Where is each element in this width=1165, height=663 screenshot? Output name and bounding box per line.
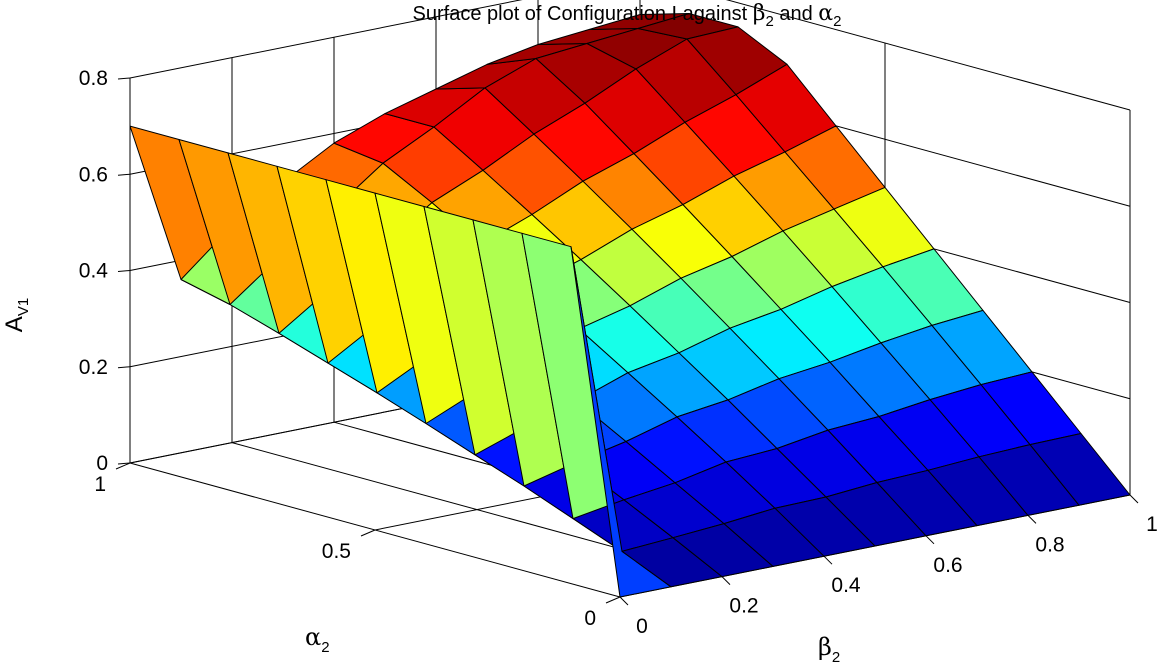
z-axis-label: AV1 <box>1 298 32 332</box>
y-tick-label: 0.5 <box>322 540 351 563</box>
grid-line <box>725 0 1131 111</box>
y-tick-mark <box>605 596 621 604</box>
y-tick-label: 0 <box>584 607 596 630</box>
x-axis-label: β2 <box>818 633 840 663</box>
z-tick-mark <box>117 462 131 465</box>
x-tick-mark <box>619 596 629 606</box>
x-tick-mark <box>721 576 731 585</box>
y-tick-label: 1 <box>94 473 106 496</box>
z-tick-labels: 0 0.2 0.4 0.6 0.8 <box>79 67 109 475</box>
z-tick-label: 0.2 <box>79 356 108 379</box>
z-tick-label: 0 <box>96 452 108 475</box>
z-tick-label: 0.6 <box>79 163 108 186</box>
z-tick-mark <box>117 77 131 80</box>
x-tick-label: 0 <box>636 615 648 638</box>
x-tick-mark <box>1027 515 1037 524</box>
y-axis-label: α2 <box>305 623 330 656</box>
x-tick-mark <box>925 535 935 545</box>
x-tick-labels: 0 0.2 0.4 0.6 0.8 1 <box>636 513 1158 638</box>
chart-title: Surface plot of Configuration I against … <box>413 1 842 30</box>
grid-line <box>129 0 523 79</box>
y-tick-labels: 00.51 <box>94 473 596 630</box>
y-tick-mark <box>115 462 131 470</box>
surface <box>129 13 1131 598</box>
x-tick-label: 0.8 <box>1035 533 1064 556</box>
x-tick-mark <box>1129 494 1139 504</box>
x-tick-label: 1 <box>1146 513 1158 536</box>
x-tick-mark <box>823 555 833 565</box>
x-tick-label: 0.6 <box>933 554 962 577</box>
z-tick-mark <box>117 270 131 272</box>
z-tick-mark <box>117 173 131 176</box>
y-tick-mark <box>360 529 376 537</box>
z-tick-label: 0.4 <box>79 260 109 283</box>
x-tick-label: 0.4 <box>831 574 861 597</box>
z-tick-label: 0.8 <box>79 67 108 90</box>
z-tick-mark <box>117 366 131 369</box>
x-tick-label: 0.2 <box>729 595 758 618</box>
surface-patch <box>1029 433 1131 506</box>
